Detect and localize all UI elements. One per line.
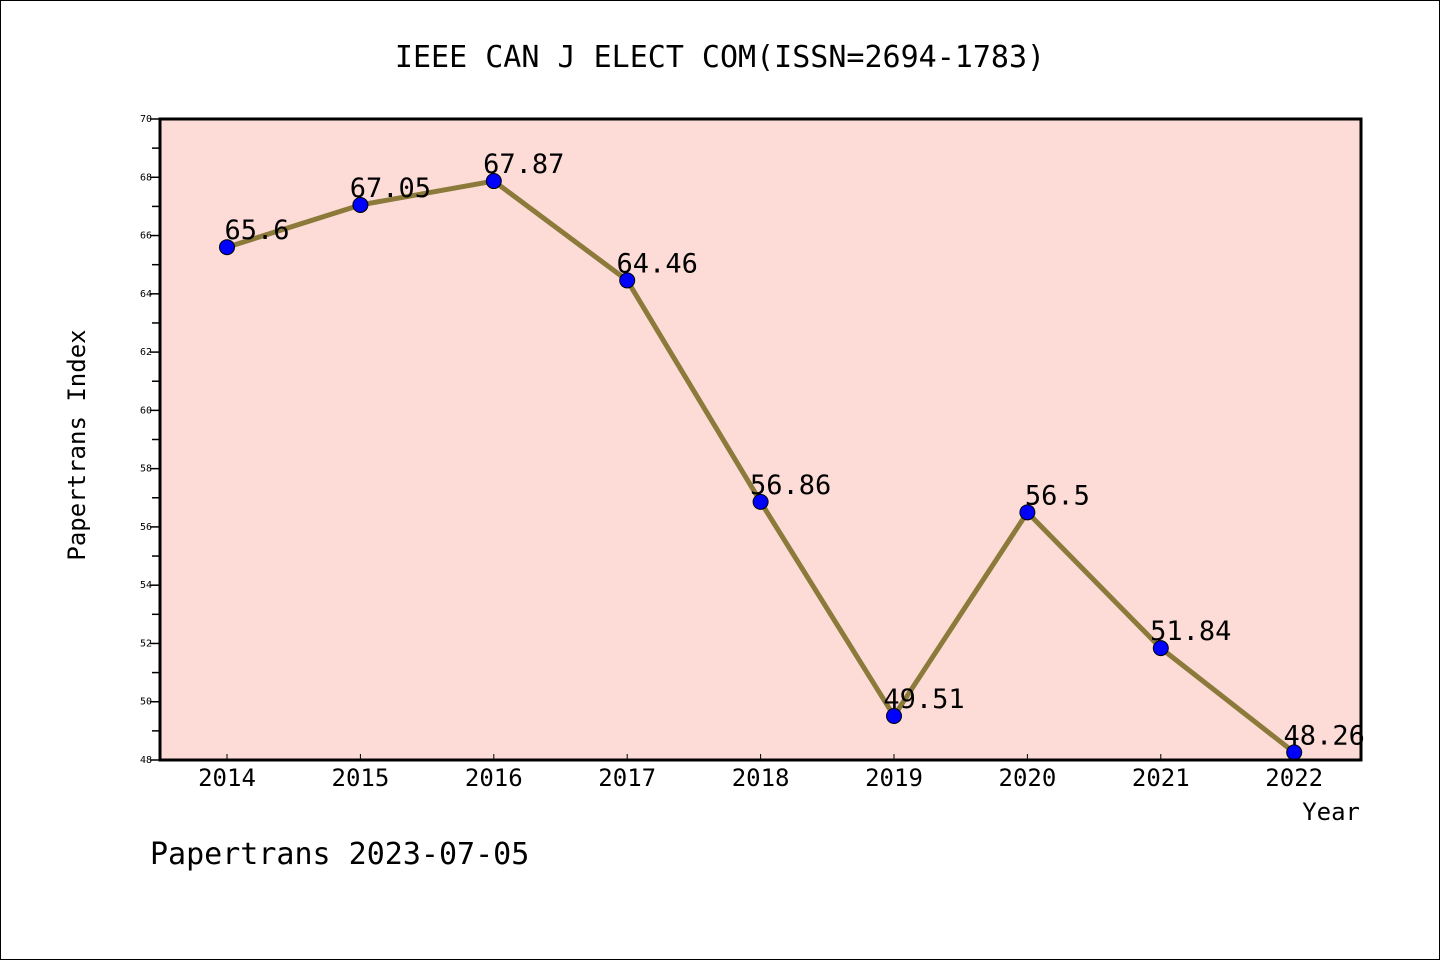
chart-title: IEEE CAN J ELECT COM(ISSN=2694-1783): [395, 40, 1045, 75]
y-tick-label: 58: [140, 464, 152, 475]
y-tick-label: 60: [140, 405, 152, 416]
data-point: [752, 493, 769, 510]
data-label: 64.46: [617, 248, 698, 279]
data-point: [352, 196, 369, 213]
y-axis-label: Papertrans Index: [63, 329, 91, 560]
data-point: [219, 239, 235, 256]
y-tick-label: 70: [140, 114, 152, 125]
y-tick-label: 54: [140, 580, 152, 591]
data-point: [886, 708, 902, 725]
x-tick-label: 2020: [999, 764, 1057, 792]
data-label: 65.6: [224, 215, 289, 246]
y-tick-label: 50: [140, 697, 152, 708]
y-tick-label: 52: [140, 638, 152, 649]
y-tick-label: 66: [140, 231, 152, 242]
x-tick-label: 2019: [865, 764, 923, 792]
data-label: 56.5: [1025, 480, 1090, 511]
y-tick-label: 56: [140, 522, 152, 533]
x-tick-label: 2016: [465, 764, 523, 792]
data-label: 67.05: [350, 173, 431, 204]
data-point: [1152, 640, 1169, 657]
x-tick-label: 2017: [598, 764, 656, 792]
footer-date: Papertrans 2023-07-05: [150, 837, 529, 872]
y-tick-label: 68: [140, 172, 152, 183]
x-tick-label: 2015: [332, 764, 390, 792]
data-label: 56.86: [750, 470, 831, 501]
data-label: 51.84: [1150, 616, 1231, 647]
data-point: [1019, 504, 1036, 521]
y-tick-label: 48: [140, 755, 152, 766]
data-point: [619, 272, 636, 289]
x-tick-label: 2022: [1265, 764, 1323, 792]
data-label: 67.87: [483, 149, 564, 180]
y-tick-label: 64: [140, 289, 152, 300]
data-label: 48.26: [1284, 720, 1365, 751]
data-label: 49.51: [883, 684, 964, 715]
plot-border: [158, 117, 1363, 762]
x-tick-label: 2018: [732, 764, 790, 792]
x-tick-label: 2021: [1132, 764, 1190, 792]
y-tick-label: 62: [140, 347, 152, 358]
data-point: [485, 173, 502, 190]
x-axis-label: Year: [1302, 798, 1360, 826]
x-tick-label: 2014: [198, 764, 256, 792]
